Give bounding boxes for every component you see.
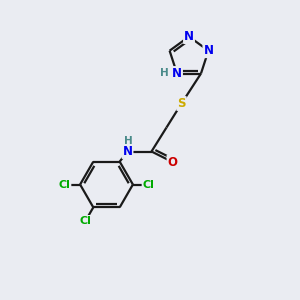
Text: S: S bbox=[177, 97, 186, 110]
Text: H: H bbox=[124, 136, 133, 146]
Text: Cl: Cl bbox=[80, 216, 92, 226]
Text: Cl: Cl bbox=[58, 179, 70, 190]
Text: Cl: Cl bbox=[142, 179, 154, 190]
Text: N: N bbox=[203, 44, 213, 57]
Text: N: N bbox=[184, 30, 194, 43]
Text: N: N bbox=[122, 145, 133, 158]
Text: N: N bbox=[172, 67, 182, 80]
Text: H: H bbox=[160, 68, 169, 78]
Text: O: O bbox=[167, 155, 178, 169]
